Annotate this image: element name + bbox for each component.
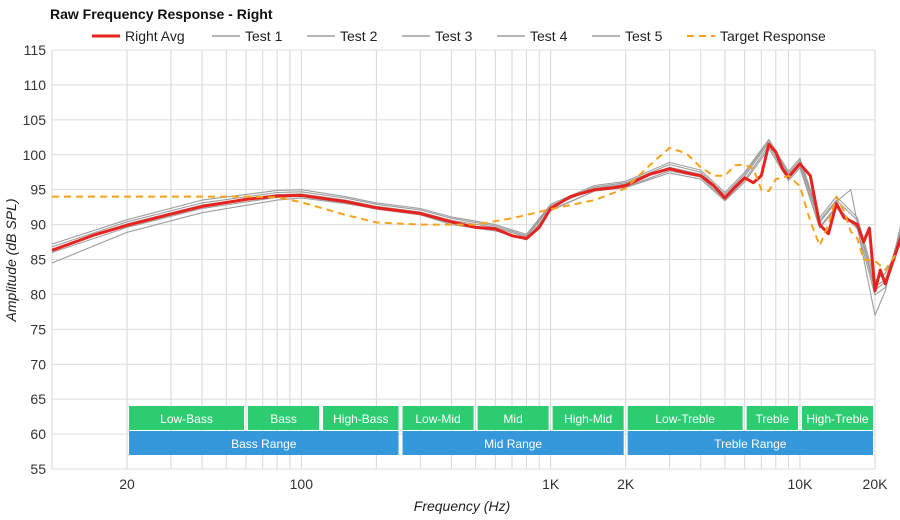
legend-label: Test 1 [245,28,283,44]
y-tick-label: 80 [30,286,46,302]
band-segment: High-Bass [323,406,399,430]
band-segment: Mid [477,406,549,430]
range-segment: Treble Range [627,431,873,455]
y-tick-label: 75 [30,321,46,337]
legend-label: Right Avg [125,28,185,44]
band-label: High-Bass [333,412,388,426]
band-rect [402,431,624,455]
band-rect [627,431,873,455]
band-label: Mid Range [484,437,542,451]
x-tick-label: 20 [119,476,135,492]
band-segment: High-Mid [552,406,624,430]
band-label: Mid [503,412,522,426]
band-rect [402,406,474,430]
y-tick-label: 105 [23,112,47,128]
y-axis-label: Amplitude (dB SPL) [3,199,19,323]
x-tick-label: 20K [863,476,889,492]
x-axis: 20 100 1K 2K 10K 20K [119,476,888,492]
x-axis-label: Frequency (Hz) [414,498,510,514]
band-segment: Bass [248,406,320,430]
band-rect [248,406,320,430]
x-tick-label: 1K [542,476,560,492]
band-rect [801,406,873,430]
y-tick-label: 65 [30,391,46,407]
band-label: High-Treble [806,412,869,426]
band-rect [323,406,399,430]
band-label: Low-Bass [160,412,213,426]
y-tick-label: 100 [23,147,47,163]
range-segment: Bass Range [129,431,399,455]
legend-label: Target Response [720,28,826,44]
band-label: Treble [756,412,790,426]
band-segment: Low-Treble [627,406,743,430]
band-label: Treble Range [714,437,787,451]
legend-label: Test 4 [530,28,568,44]
legend-item: Test 5 [592,28,663,44]
series-line-test-5 [51,138,900,281]
band-rect [129,431,399,455]
band-segment: High-Treble [801,406,873,430]
legend: Right Avg Test 1 Test 2 Test 3 Test 4 Test 5 T… [92,28,826,44]
legend-label: Test 2 [340,28,378,44]
y-tick-label: 110 [24,77,47,93]
band-rect [627,406,743,430]
band-label: Bass Range [231,437,297,451]
series-line-test-2 [51,140,900,288]
x-tick-label: 100 [290,476,314,492]
legend-item: Test 1 [212,28,283,44]
legend-label: Test 5 [625,28,663,44]
y-tick-label: 55 [30,461,46,477]
band-segment: Treble [746,406,798,430]
y-tick-label: 90 [30,217,46,233]
y-tick-label: 85 [30,252,46,268]
series-line-target-response [52,146,900,271]
y-tick-label: 115 [24,42,47,58]
frequency-bands: Low-Bass Bass High-Bass Low-Mid Mid High-Mid L… [129,406,873,455]
y-tick-label: 60 [30,426,46,442]
legend-item: Test 2 [307,28,378,44]
legend-item: Test 4 [497,28,568,44]
band-label: High-Mid [564,412,612,426]
series-lines [51,138,900,316]
band-label: Bass [270,412,297,426]
band-label: Low-Treble [655,412,715,426]
band-label: Low-Mid [415,412,460,426]
range-segment: Mid Range [402,431,624,455]
y-tick-label: 95 [30,182,46,198]
legend-label: Test 3 [435,28,473,44]
band-rect [477,406,549,430]
chart-title: Raw Frequency Response - Right [50,6,273,22]
legend-item: Target Response [687,28,826,44]
y-tick-label: 70 [30,356,46,372]
y-axis: 55 60 65 70 75 80 85 90 95 100 105 110 115 [23,42,47,477]
x-tick-label: 10K [787,476,813,492]
legend-item: Right Avg [92,28,185,44]
band-segment: Low-Mid [402,406,474,430]
band-rect [552,406,624,430]
band-segment: Low-Bass [129,406,245,430]
x-tick-label: 2K [617,476,635,492]
band-rect [746,406,798,430]
legend-item: Test 3 [402,28,473,44]
band-rect [129,406,245,430]
